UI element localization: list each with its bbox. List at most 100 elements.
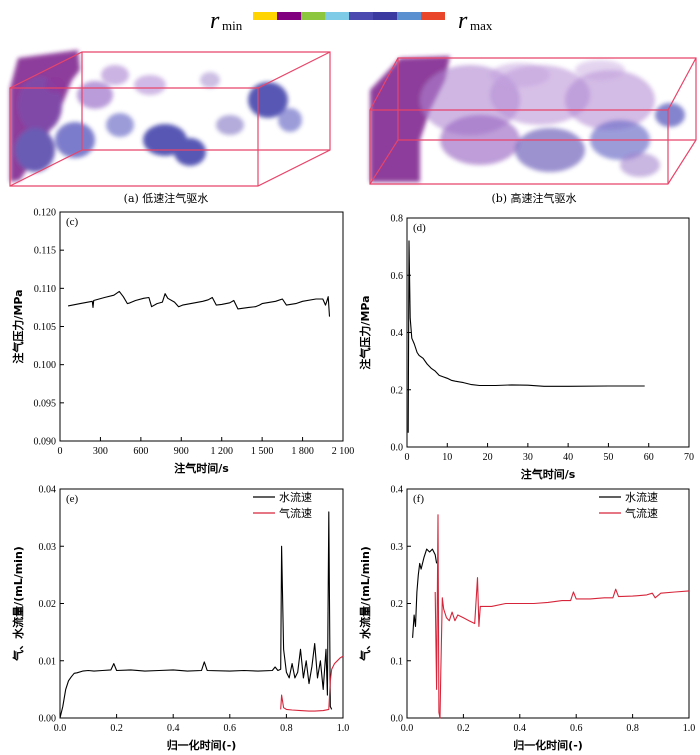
panel-e-ytick-label: 0.03 [39,542,57,553]
panel-c-ytick-label: 0.095 [34,398,57,409]
panel-f-xtick-label: 0.6 [570,723,583,734]
panel-c-ytick-label: 0.105 [34,322,57,333]
panel-d-xtick-label: 40 [563,452,573,463]
panel-d-series-0-line [407,240,645,433]
chart-panel-f: 0.0 0.2 0.4 0.6 0.8 1.0 0.0 0.1 0.2 0.3 0.4 (f) 归一化时… [358,485,695,753]
panel-c-series-0-line [67,290,331,317]
panel-f-xtick-label: 0.0 [401,723,414,734]
panel-c-xtick-label: 900 [174,446,189,457]
colorbar-cell-4 [349,12,373,20]
panel-f-series-0-line [412,548,438,638]
colorbar-min-sub: min [222,18,243,33]
panel-d-frame [406,217,690,448]
image-a-low-speed: (a) 低速注气驱水 [9,50,331,205]
panel-e-ylabel: 气、水流量/(mL/min) [11,546,25,662]
panel-c-ytick-label: 0.115 [34,246,56,257]
panel-d-xtick-label: 10 [442,452,452,463]
panel-e-xtick-label: 0.0 [54,723,67,734]
panel-e-xtick-label: 0.6 [224,723,237,734]
panel-c-label: (c) [66,216,79,228]
panel-d-ylabel: 注气压力/MPa [358,295,372,369]
panel-e-xtick-label: 0.4 [167,723,180,734]
panel-c-xtick-label: 1 800 [291,446,314,457]
panel-d-xtick-label: 30 [523,452,533,463]
panel-d-xtick-label: 50 [603,452,613,463]
colorbar-cell-0 [253,12,277,20]
panel-d-ytick-label: 0.4 [391,328,404,339]
panel-f-xtick-label: 0.8 [626,723,639,734]
panel-e-frame [59,488,344,719]
panel-e-xtick-label: 1.0 [337,723,350,734]
panel-c-ylabel: 注气压力/MPa [11,289,25,363]
panel-f-ytick-label: 0.0 [391,714,404,725]
colorbar-cell-7 [421,12,445,20]
panel-f-xtick-label: 0.4 [514,723,527,734]
panel-e-legend-label: 气流速 [279,506,312,520]
panel-e-series-1-line [280,655,344,712]
panel-d-xtick-label: 60 [644,452,654,463]
panel-f-ylabel: 气、水流量/(mL/min) [358,546,372,662]
panel-c-ytick-label: 0.120 [34,208,57,219]
image-b-fluid [370,56,685,182]
panel-c-xtick-label: 2 100 [332,446,355,457]
image-a-fluid [10,50,302,182]
panel-d-ytick-label: 0.0 [391,443,404,454]
panel-e-xtick-label: 0.8 [280,723,293,734]
panel-c-xtick-label: 0 [58,446,63,457]
colorbar-cell-6 [397,12,421,20]
panel-c-xtick-label: 1 500 [251,446,274,457]
image-a-caption: (a) 低速注气驱水 [124,191,209,205]
panel-d-ytick-label: 0.6 [391,271,404,282]
image-a-box [9,51,331,187]
colorbar: r min r max [210,8,493,34]
image-b-high-speed: (b) 高速注气驱水 [369,56,697,205]
panel-c-xlabel: 注气时间/s [174,461,229,475]
panel-c-xtick-label: 1 200 [210,446,233,457]
colorbar-cell-3 [325,12,349,20]
panel-c-ytick-label: 0.110 [34,284,56,295]
panel-f-xtick-label: 1.0 [683,723,696,734]
panel-f-xtick-label: 0.2 [457,723,470,734]
panel-f-ytick-label: 0.4 [391,485,404,496]
panel-d-xtick-label: 70 [684,452,694,463]
image-b-caption: (b) 高速注气驱水 [491,191,576,205]
image-b-box [369,57,697,185]
panel-c-xtick-label: 300 [93,446,108,457]
panel-f-ytick-label: 0.3 [391,542,404,553]
panel-f-label: (f) [413,493,424,505]
panel-e-ytick-label: 0.01 [39,656,57,667]
panel-f-frame [406,488,690,719]
colorbar-max-sub: max [470,18,493,33]
panel-d-ytick-label: 0.2 [391,385,404,396]
chart-panel-e: 0.0 0.2 0.4 0.6 0.8 1.0 0.00 0.01 0.02 0.03 0.04 (e… [11,485,349,753]
panel-d-ytick-label: 0.8 [391,214,404,225]
panel-c-xtick-label: 600 [133,446,148,457]
panel-e-legend-label: 水流速 [279,490,312,504]
panel-f-ytick-label: 0.2 [391,599,404,610]
panel-e-ytick-label: 0.02 [39,599,57,610]
chart-panel-c: 0 300 600 900 1 200 1 500 1 800 2 100 0.090 0.095… [11,208,354,476]
chart-panel-d: 0 10 20 30 40 50 60 70 0.0 0.2 0.4 0.6 0.8 (d) 注气时间/s 注… [358,214,694,482]
panel-e-xlabel: 归一化时间(-) [167,738,237,752]
panel-d-xlabel: 注气时间/s [521,467,576,481]
colorbar-cell-2 [301,12,325,20]
colorbar-cells [253,12,445,20]
panel-f-xlabel: 归一化时间(-) [513,738,583,752]
panel-e-ytick-label: 0.00 [39,714,57,725]
panel-c-frame [59,211,344,442]
panel-c-ytick-label: 0.090 [34,437,57,448]
panel-e-xtick-label: 0.2 [110,723,123,734]
panel-f-ytick-label: 0.1 [391,656,404,667]
panel-f-legend-label: 气流速 [625,506,658,520]
colorbar-cell-1 [277,12,301,20]
panel-c-ytick-label: 0.100 [34,360,57,371]
panel-e-ytick-label: 0.04 [39,485,57,496]
colorbar-cell-5 [373,12,397,20]
panel-d-xtick-label: 20 [483,452,493,463]
panel-f-legend-label: 水流速 [625,490,658,504]
panel-f-series-1-line [434,514,690,719]
colorbar-min-label: r [210,8,220,34]
panel-d-label: (d) [413,222,426,234]
panel-e-label: (e) [66,493,79,505]
